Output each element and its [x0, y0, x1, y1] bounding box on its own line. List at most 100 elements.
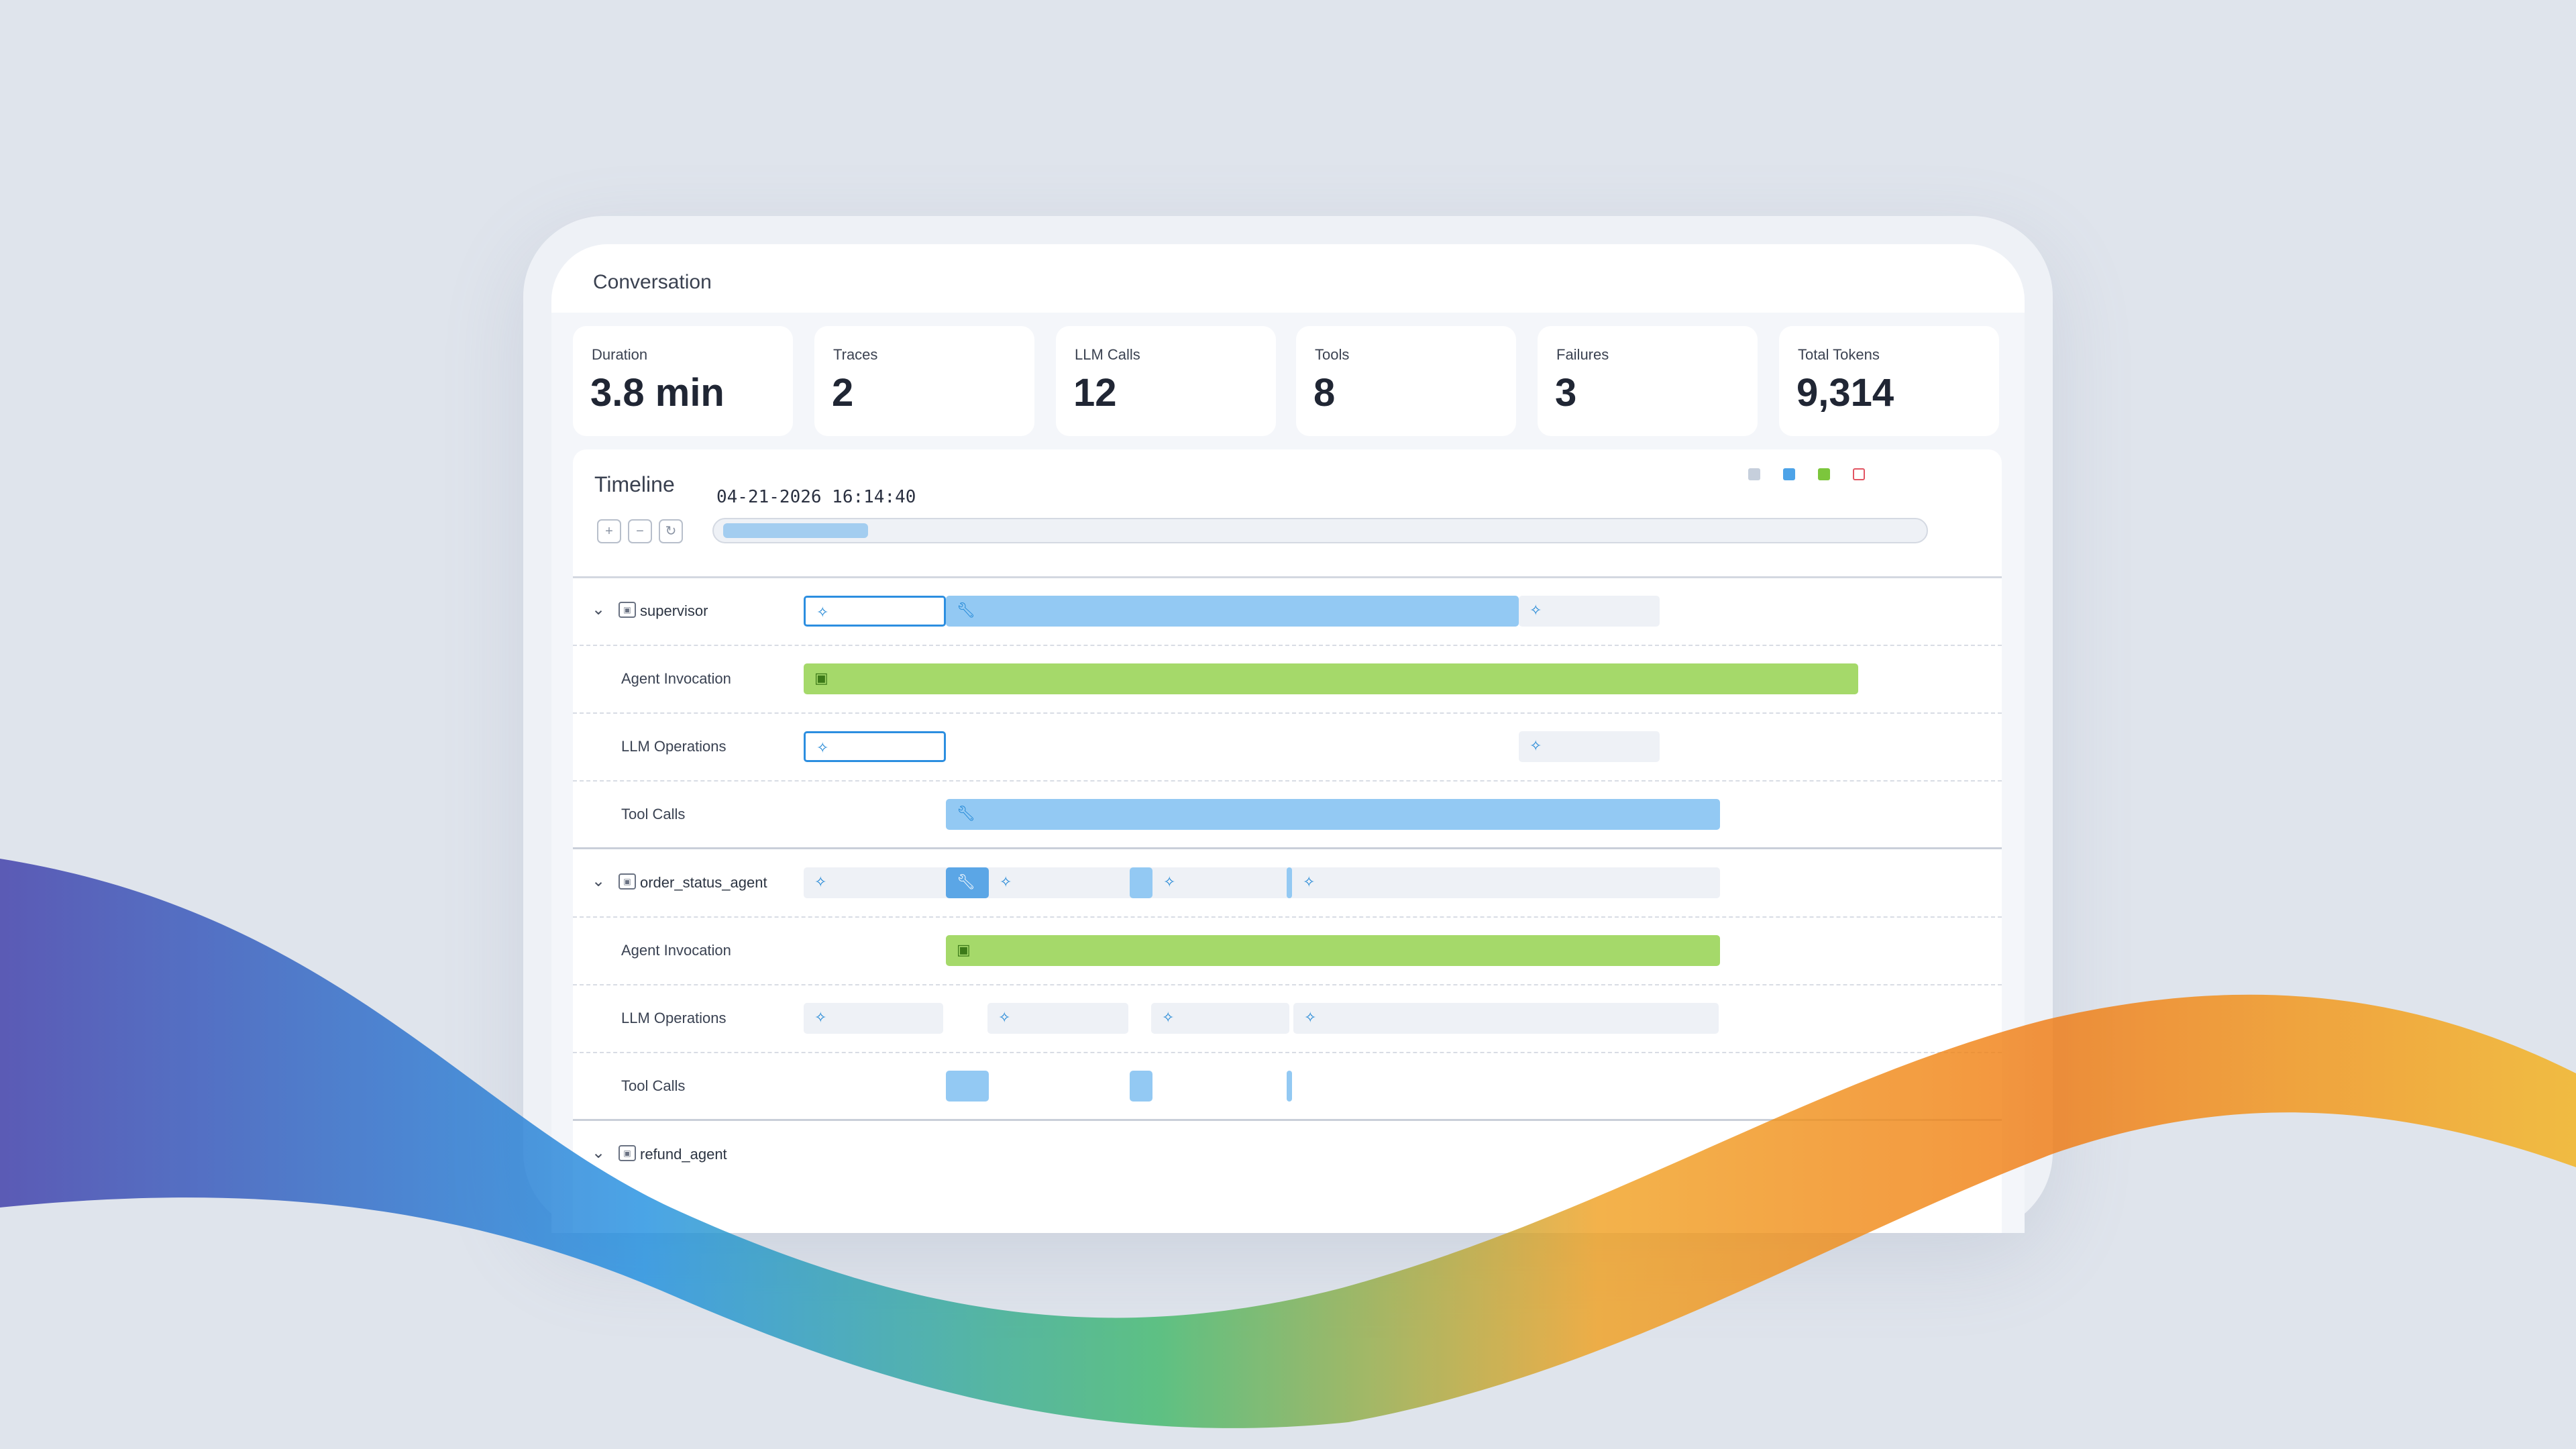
chevron-down-icon[interactable]: ⌄ [592, 872, 606, 890]
agent-invocation-bar[interactable]: ▣ [804, 663, 1858, 694]
lane-llm-operations: LLM Operations ✧ ✧ [573, 714, 2002, 782]
sparkle-icon: ✧ [816, 739, 829, 756]
timeline-header: Timeline 04-21-2026 16:14:40 + − ↻ [573, 449, 2002, 578]
stat-card-total-tokens: Total Tokens 9,314 [1779, 326, 1999, 436]
agent-icon: ▣ [619, 1145, 636, 1161]
stat-value: 9,314 [1796, 371, 1894, 415]
lane-agent-invocation: Agent Invocation ▣ [573, 918, 2002, 985]
llm-span-bar[interactable]: ✧ [804, 731, 946, 762]
lane-label: Agent Invocation [621, 670, 731, 687]
zoom-out-icon[interactable]: − [628, 519, 652, 543]
tool-span-bar[interactable] [946, 1071, 989, 1102]
llm-span-bar[interactable]: ✧ [1519, 596, 1660, 627]
sparkle-icon: ✧ [1304, 1009, 1317, 1026]
agent-row-supervisor[interactable]: ⌄ ▣ supervisor ✧ ✧ 🔧︎ [573, 578, 2002, 646]
lane-tool-calls: Tool Calls [573, 1053, 2002, 1121]
tool-span-bar[interactable]: 🔧︎ [946, 799, 1720, 830]
stat-label: Traces [833, 346, 878, 363]
timeline-scrubber-window[interactable] [723, 523, 868, 538]
agent-name: supervisor [640, 602, 708, 619]
stat-value: 8 [1313, 371, 1336, 415]
legend-swatch-red[interactable] [1853, 468, 1865, 480]
stats-row: Duration 3.8 min Traces 2 LLM Calls 12 T… [573, 326, 2002, 436]
stat-value: 3.8 min [590, 371, 724, 415]
stat-value: 12 [1073, 371, 1117, 415]
lane-agent-invocation: Agent Invocation ▣ [573, 646, 2002, 714]
timeline-timestamp: 04-21-2026 16:14:40 [716, 487, 916, 507]
stat-card-failures: Failures 3 [1538, 326, 1758, 436]
stat-value: 2 [832, 371, 854, 415]
tool-span-bar[interactable] [1287, 1071, 1292, 1102]
agent-row-order-status[interactable]: ⌄ ▣ order_status_agent ✧ 🔧︎ ✧ ✧ ✧ [573, 850, 2002, 918]
lane-llm-operations: LLM Operations ✧ ✧ ✧ ✧ [573, 985, 2002, 1053]
agent-icon: ▣ [957, 941, 971, 958]
stat-card-llm-calls: LLM Calls 12 [1056, 326, 1276, 436]
stat-label: Total Tokens [1798, 346, 1880, 363]
stat-label: Duration [592, 346, 648, 363]
agent-row-refund[interactable]: ⌄ ▣ refund_agent [573, 1122, 2002, 1189]
sparkle-icon: ✧ [1529, 602, 1542, 619]
llm-span-bar[interactable]: ✧ [1152, 867, 1287, 898]
lane-label: Tool Calls [621, 806, 686, 822]
sparkle-icon: ✧ [816, 604, 829, 621]
reset-icon[interactable]: ↻ [659, 519, 683, 543]
timeline-scrubber[interactable] [712, 518, 1928, 543]
stat-label: Failures [1556, 346, 1609, 363]
llm-span-bar[interactable]: ✧ [1292, 867, 1426, 898]
stat-label: LLM Calls [1075, 346, 1140, 363]
app-screen: Conversation Duration 3.8 min Traces 2 L… [551, 244, 2025, 1233]
llm-span-bar[interactable]: ✧ [1151, 1003, 1289, 1034]
stat-card-duration: Duration 3.8 min [573, 326, 793, 436]
page-title: Conversation [593, 271, 712, 293]
agent-icon: ▣ [619, 873, 636, 890]
tool-span-bar[interactable] [1130, 1071, 1152, 1102]
timeline-title: Timeline [594, 472, 675, 496]
agent-invocation-bar[interactable]: ▣ [946, 935, 1720, 966]
timeline-panel: Timeline 04-21-2026 16:14:40 + − ↻ ⌄ ▣ s… [573, 449, 2002, 1233]
llm-span-bar[interactable]: ✧ [989, 867, 1130, 898]
lane-tool-calls: Tool Calls 🔧︎ [573, 782, 2002, 849]
llm-span-bar[interactable]: ✧ [804, 596, 946, 627]
legend-swatch-grey[interactable] [1748, 468, 1760, 480]
zoom-controls: + − ↻ [597, 519, 684, 543]
llm-span-bar[interactable]: ✧ [1519, 731, 1660, 762]
wrench-icon: 🔧︎ [957, 602, 975, 619]
lane-label: Agent Invocation [621, 942, 731, 959]
tool-span-bar[interactable]: 🔧︎ [946, 596, 1519, 627]
sparkle-icon: ✧ [998, 1009, 1011, 1026]
tool-span-bar[interactable]: 🔧︎ [946, 867, 989, 898]
agent-name: order_status_agent [640, 874, 767, 891]
zoom-in-icon[interactable]: + [597, 519, 621, 543]
stat-label: Tools [1315, 346, 1350, 363]
wrench-icon: 🔧︎ [957, 805, 975, 822]
sparkle-icon: ✧ [1000, 873, 1012, 890]
legend-swatch-green[interactable] [1818, 468, 1830, 480]
sparkle-icon: ✧ [814, 1009, 827, 1026]
sparkle-icon: ✧ [1163, 873, 1176, 890]
wrench-icon: 🔧︎ [957, 873, 975, 890]
agent-name: refund_agent [640, 1146, 727, 1163]
llm-span-bar[interactable]: ✧ [987, 1003, 1128, 1034]
legend-swatch-blue[interactable] [1783, 468, 1795, 480]
stat-value: 3 [1555, 371, 1577, 415]
stat-card-traces: Traces 2 [814, 326, 1034, 436]
llm-span-bar[interactable]: ✧ [804, 867, 945, 898]
tool-span-bar[interactable] [1287, 867, 1292, 898]
sparkle-icon: ✧ [1529, 737, 1542, 754]
agent-icon: ▣ [619, 602, 636, 618]
tool-span-bar[interactable] [1130, 867, 1152, 898]
llm-span-bar[interactable]: ✧ [1293, 1003, 1719, 1034]
sparkle-icon: ✧ [1303, 873, 1316, 890]
conversation-header: Conversation [551, 244, 2025, 313]
llm-span-bar[interactable]: ✧ [804, 1003, 943, 1034]
sparkle-icon: ✧ [814, 873, 827, 890]
stat-card-tools: Tools 8 [1296, 326, 1516, 436]
lane-label: LLM Operations [621, 738, 727, 755]
lane-label: LLM Operations [621, 1010, 727, 1026]
lane-label: Tool Calls [621, 1077, 686, 1094]
sparkle-icon: ✧ [1162, 1009, 1175, 1026]
legend [1748, 468, 1882, 484]
chevron-down-icon[interactable]: ⌄ [592, 600, 606, 619]
chevron-down-icon[interactable]: ⌄ [592, 1144, 606, 1162]
agent-icon: ▣ [814, 669, 828, 686]
